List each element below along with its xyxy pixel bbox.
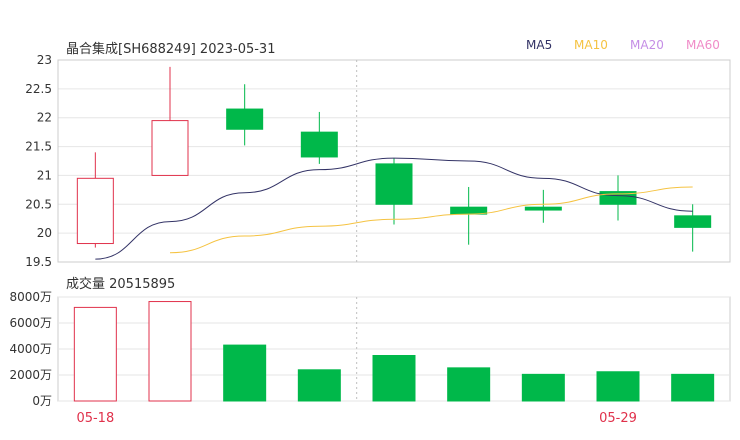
volume-y-tick-label: 2000万 (9, 368, 52, 382)
ma5-line (95, 157, 693, 260)
chart-title: 晶合集成[SH688249] 2023-05-31 (66, 42, 276, 57)
price-y-tick-label: 20 (37, 226, 52, 240)
volume-y-tick-label: 4000万 (9, 342, 52, 356)
price-y-tick-label: 21 (37, 168, 52, 182)
candle-body (375, 163, 413, 205)
candle-body (151, 120, 189, 176)
x-axis-date-label: 05-29 (599, 411, 637, 426)
ma10-line (169, 186, 693, 254)
price-panel-frame (57, 59, 731, 263)
price-y-tick-label: 22 (37, 111, 52, 125)
volume-bar (671, 373, 715, 402)
legend-ma10: MA10 (574, 38, 608, 52)
volume-bar (372, 355, 416, 402)
volume-bar (297, 369, 341, 402)
volume-bar (521, 373, 565, 402)
volume-bar (447, 367, 491, 402)
volume-y-tick-label: 8000万 (9, 290, 52, 304)
volume-y-tick-label: 6000万 (9, 316, 52, 330)
volume-y-tick-label: 0万 (32, 394, 52, 408)
volume-title: 成交量 20515895 (66, 277, 176, 292)
price-y-tick-label: 21.5 (25, 140, 52, 154)
candle-body (226, 108, 264, 130)
price-y-tick-label: 19.5 (25, 255, 52, 269)
candle-body (524, 206, 562, 211)
volume-bar (73, 306, 117, 402)
legend-ma60: MA60 (686, 38, 720, 52)
price-y-tick-label: 23 (37, 53, 52, 67)
price-y-tick-label: 22.5 (25, 82, 52, 96)
volume-bar (596, 371, 640, 402)
volume-bar (148, 301, 192, 402)
candle-body (76, 177, 114, 245)
volume-bar (223, 344, 267, 402)
candle-body (300, 131, 338, 158)
candle-body (674, 215, 712, 228)
price-y-tick-label: 20.5 (25, 197, 52, 211)
x-axis-date-label: 05-18 (76, 411, 114, 426)
legend-ma5: MA5 (526, 38, 553, 52)
legend-ma20: MA20 (630, 38, 664, 52)
